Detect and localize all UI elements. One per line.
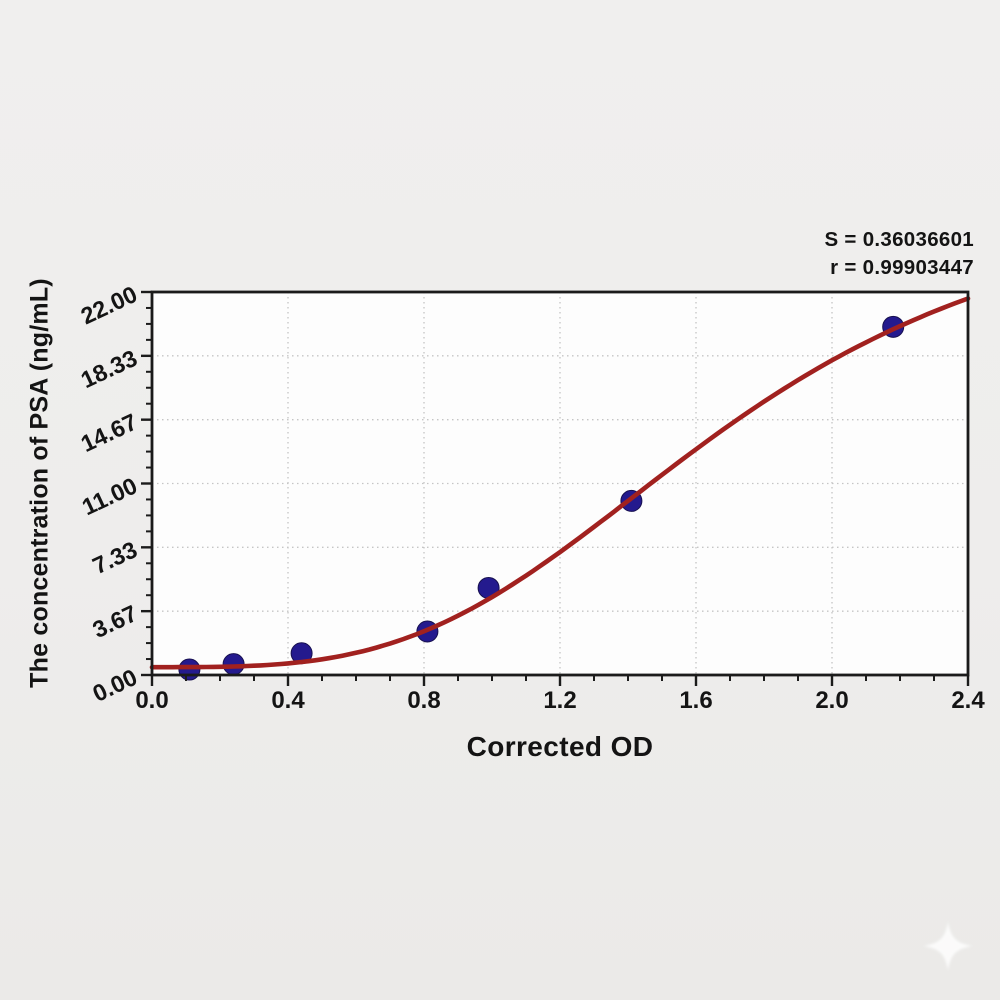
x-tick-label: 1.6: [679, 687, 712, 714]
y-tick-label: 22.00: [77, 281, 141, 329]
s-value-label: S = 0.36036601: [824, 228, 974, 251]
y-tick-label: 11.00: [78, 472, 141, 520]
y-tick-label: 7.33: [89, 536, 141, 579]
watermark-star-icon: [924, 922, 972, 970]
x-tick-label: 0.8: [407, 687, 440, 714]
x-axis-title: Corrected OD: [466, 731, 654, 762]
y-tick-label: 3.67: [89, 600, 141, 643]
x-tick-label: 2.4: [951, 687, 985, 714]
y-tick-label: 14.67: [77, 409, 141, 457]
fitted-curve: [149, 296, 971, 670]
x-tick-label: 0.0: [135, 687, 168, 714]
fit-statistics: S = 0.36036601 r = 0.99903447: [824, 226, 974, 282]
x-tick-label: 2.0: [815, 687, 848, 714]
r-value-label: r = 0.99903447: [830, 256, 974, 279]
y-tick-label: 0.00: [89, 664, 141, 707]
x-tick-label: 1.2: [543, 687, 576, 714]
y-tick-label: 18.33: [77, 345, 141, 393]
x-tick-label: 0.4: [271, 687, 305, 714]
data-point: [178, 658, 201, 681]
plot-frame: [150, 290, 970, 677]
